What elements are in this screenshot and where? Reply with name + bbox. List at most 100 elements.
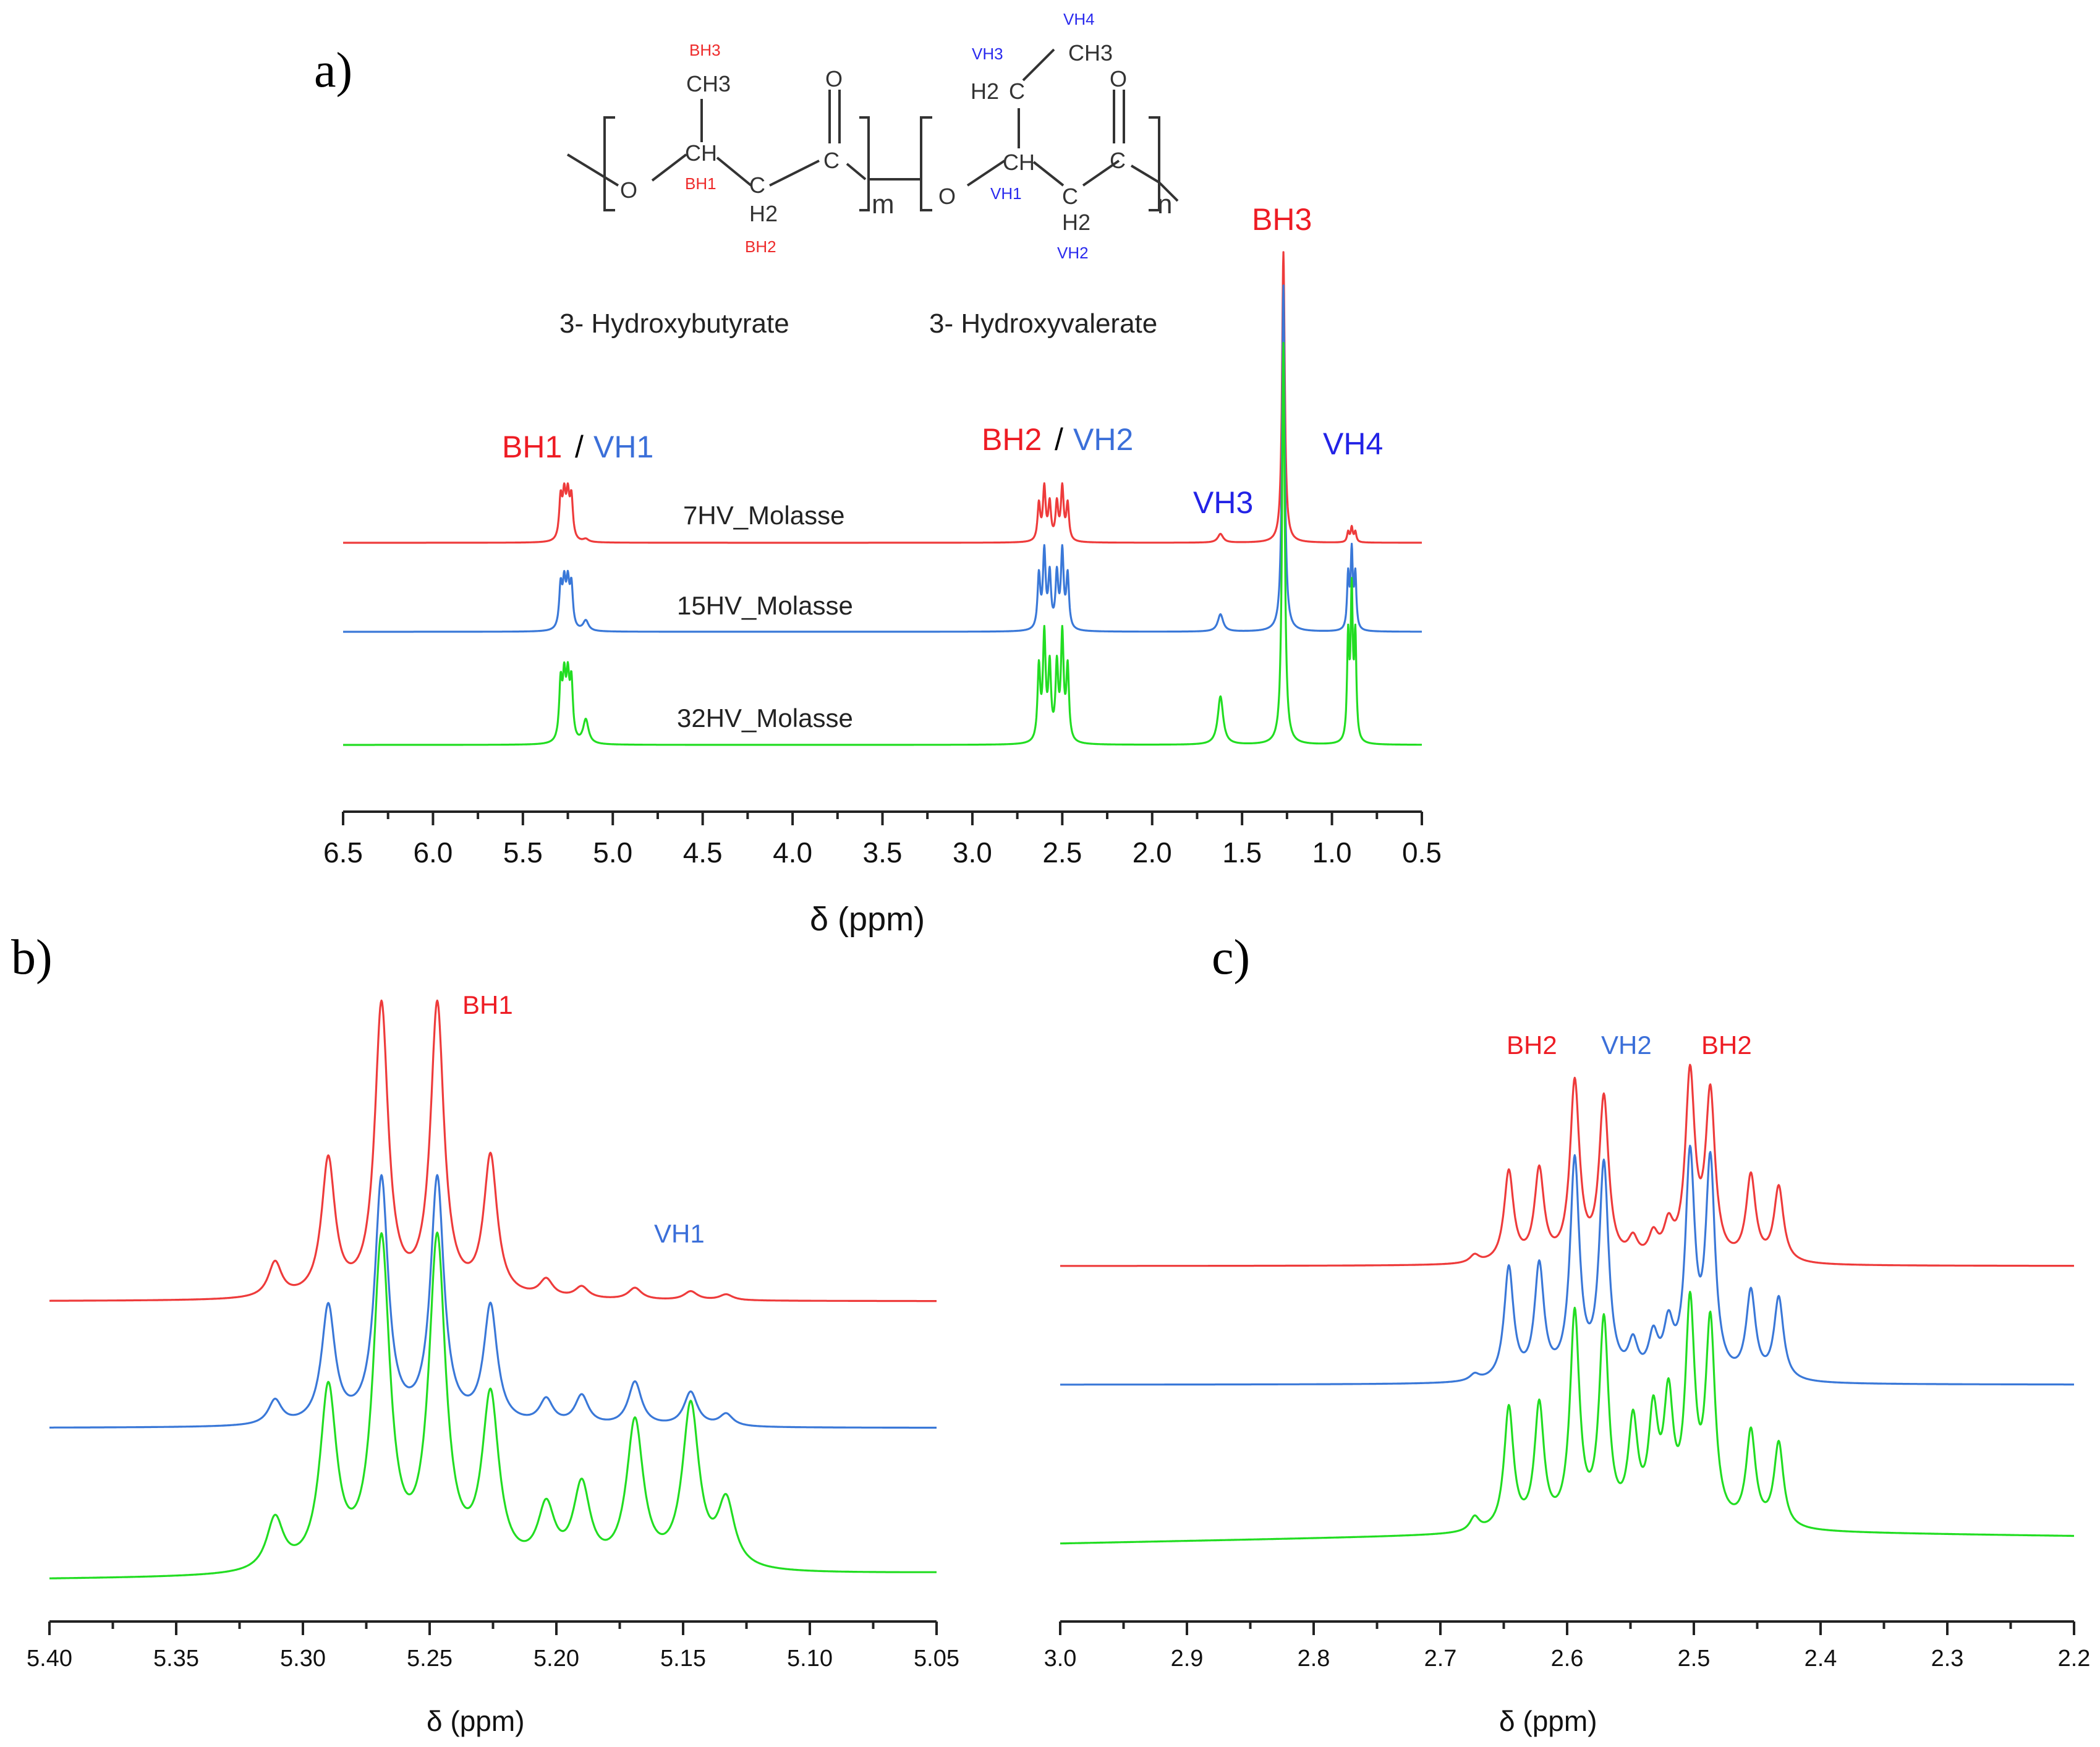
struct-vh2-label: VH2: [1057, 244, 1089, 262]
x-tick-label: 2.6: [1551, 1646, 1584, 1672]
atom-ch3b: CH3: [1068, 40, 1113, 66]
annot-bh1: BH1: [502, 430, 562, 464]
panel-b-label: b): [11, 930, 53, 985]
x-tick-label: 5.25: [407, 1646, 453, 1672]
x-tick-label: 3.5: [863, 836, 903, 869]
atom-ho2: O: [1110, 66, 1127, 91]
x-axis-c: 3.0 2.9 2.8 2.7 2.6 2.5 2.4 2.3 2.2: [1044, 1620, 2091, 1672]
annot-b-bh1: BH1: [462, 990, 513, 1019]
spectrum-line-1: [1060, 1063, 2075, 1267]
x-tick-label: 5.0: [593, 836, 632, 869]
atom-c2: C: [1110, 148, 1126, 173]
annot-bh3: BH3: [1252, 202, 1312, 237]
x-tick-label: 5.40: [27, 1646, 72, 1672]
annot-vh2: VH2: [1073, 422, 1133, 457]
struct-vh4-label: VH4: [1063, 10, 1095, 28]
spectrum-traces-a: [342, 251, 1422, 746]
spectrum-line-3: [342, 342, 1422, 746]
atom-h2a: H2: [749, 201, 778, 226]
x-tick-label: 1.5: [1222, 836, 1262, 869]
x-tick-label: 3.0: [953, 836, 992, 869]
atom-ho1: O: [825, 66, 843, 91]
spectrum-line-1: [49, 999, 937, 1303]
struct-vh1-label: VH1: [990, 184, 1022, 203]
x-axis-a: 6.5 6.0 5.5 5.0 4.5 4.0 3.5 3.0 2.5 2.0 1.5 1.0 0.5: [323, 810, 1442, 869]
x-tick-label: 0.5: [1402, 836, 1442, 869]
x-axis-b: 5.40 5.35 5.30 5.25 5.20 5.15 5.10 5.05: [27, 1620, 959, 1672]
x-tick-label: 2.9: [1171, 1646, 1204, 1672]
subscript-m: m: [872, 189, 895, 219]
spectrum-line-1: [342, 251, 1422, 544]
x-tick-label: 5.10: [787, 1646, 833, 1672]
spectrum-line-3: [1060, 1291, 2075, 1545]
atom-ch1: CH: [685, 140, 717, 166]
annot-vh1: VH1: [593, 430, 653, 464]
spectrum-line-3: [49, 1231, 937, 1579]
annot-b-vh1: VH1: [654, 1219, 705, 1248]
annot-c-vh2: VH2: [1601, 1031, 1652, 1060]
x-tick-label: 5.05: [914, 1646, 959, 1672]
spectrum-line-2: [1060, 1144, 2075, 1386]
x-axis-title-c: δ (ppm): [1499, 1705, 1597, 1737]
annot-slash2: /: [1055, 422, 1063, 457]
atom-c-h2c: C: [1009, 79, 1025, 104]
x-tick-label: 4.0: [773, 836, 812, 869]
trace-label-15hv: 15HV_Molasse: [677, 591, 853, 620]
atom-h2b: H2: [1062, 210, 1090, 235]
x-tick-label: 6.5: [323, 836, 363, 869]
x-axis-title-a: δ (ppm): [810, 901, 925, 938]
x-tick-label: 2.5: [1678, 1646, 1711, 1672]
x-tick-label: 2.5: [1042, 836, 1082, 869]
struct-vh3-label: VH3: [972, 45, 1003, 63]
spectrum-line-2: [49, 1174, 937, 1429]
atom-o2: O: [938, 184, 956, 209]
x-tick-label: 5.35: [153, 1646, 199, 1672]
atom-o1: O: [620, 177, 637, 203]
annot-c-bh2a: BH2: [1507, 1031, 1557, 1060]
subscript-n: n: [1157, 189, 1172, 219]
atom-ch2: CH: [1003, 150, 1035, 175]
trace-label-32hv: 32HV_Molasse: [677, 703, 853, 733]
annot-vh4: VH4: [1323, 427, 1383, 461]
x-tick-label: 3.0: [1044, 1646, 1077, 1672]
chemical-structure: O CH CH3 C H2 C O m O CH H2 C CH3 C H2 C…: [559, 10, 1179, 339]
atom-c-ch2b: C: [1062, 184, 1078, 209]
atom-ch3a: CH3: [686, 71, 731, 96]
atom-h2c: H2: [971, 79, 999, 104]
hydroxyvalerate-label: 3- Hydroxyvalerate: [929, 308, 1157, 339]
struct-bh2-label: BH2: [745, 237, 776, 256]
x-tick-label: 5.30: [280, 1646, 326, 1672]
struct-bh1-label: BH1: [685, 174, 716, 193]
panel-c-label: c): [1212, 930, 1250, 985]
spectrum-traces-b: [49, 999, 937, 1579]
x-tick-label: 2.4: [1805, 1646, 1837, 1672]
annot-slash1: /: [575, 430, 584, 464]
atom-c-ch2a: C: [749, 172, 765, 198]
x-tick-label: 2.8: [1298, 1646, 1330, 1672]
panel-b: b) BH1 VH1 5.40 5.35 5.30 5.25 5.20 5.15 5.10 5…: [11, 930, 959, 1737]
x-tick-label: 6.0: [413, 836, 453, 869]
x-tick-label: 2.3: [1931, 1646, 1964, 1672]
spectrum-line-2: [342, 284, 1422, 633]
x-tick-label: 5.5: [503, 836, 543, 869]
trace-label-7hv: 7HV_Molasse: [683, 501, 844, 530]
x-tick-label: 5.15: [660, 1646, 706, 1672]
x-tick-label: 5.20: [534, 1646, 579, 1672]
annot-vh3: VH3: [1193, 485, 1253, 520]
x-tick-label: 2.7: [1424, 1646, 1457, 1672]
x-tick-label: 1.0: [1312, 836, 1352, 869]
annot-bh2: BH2: [982, 422, 1042, 457]
x-tick-label: 2.0: [1133, 836, 1172, 869]
spectrum-traces-c: [1060, 1063, 2075, 1545]
panel-c: c) BH2 VH2 BH2 3.0 2.9 2.8 2.7 2.6 2.5 2.4 2.3 2…: [1044, 930, 2091, 1737]
structure-bonds: [566, 48, 1179, 211]
x-axis-title-b: δ (ppm): [427, 1705, 525, 1737]
panel-a-label: a): [314, 43, 352, 98]
hydroxybutyrate-label: 3- Hydroxybutyrate: [559, 308, 789, 339]
panel-a: a): [314, 10, 1442, 938]
x-tick-label: 2.2: [2058, 1646, 2091, 1672]
atom-c1: C: [823, 148, 840, 173]
x-tick-label: 4.5: [683, 836, 723, 869]
struct-bh3-label: BH3: [689, 41, 721, 59]
annot-c-bh2b: BH2: [1701, 1031, 1752, 1060]
